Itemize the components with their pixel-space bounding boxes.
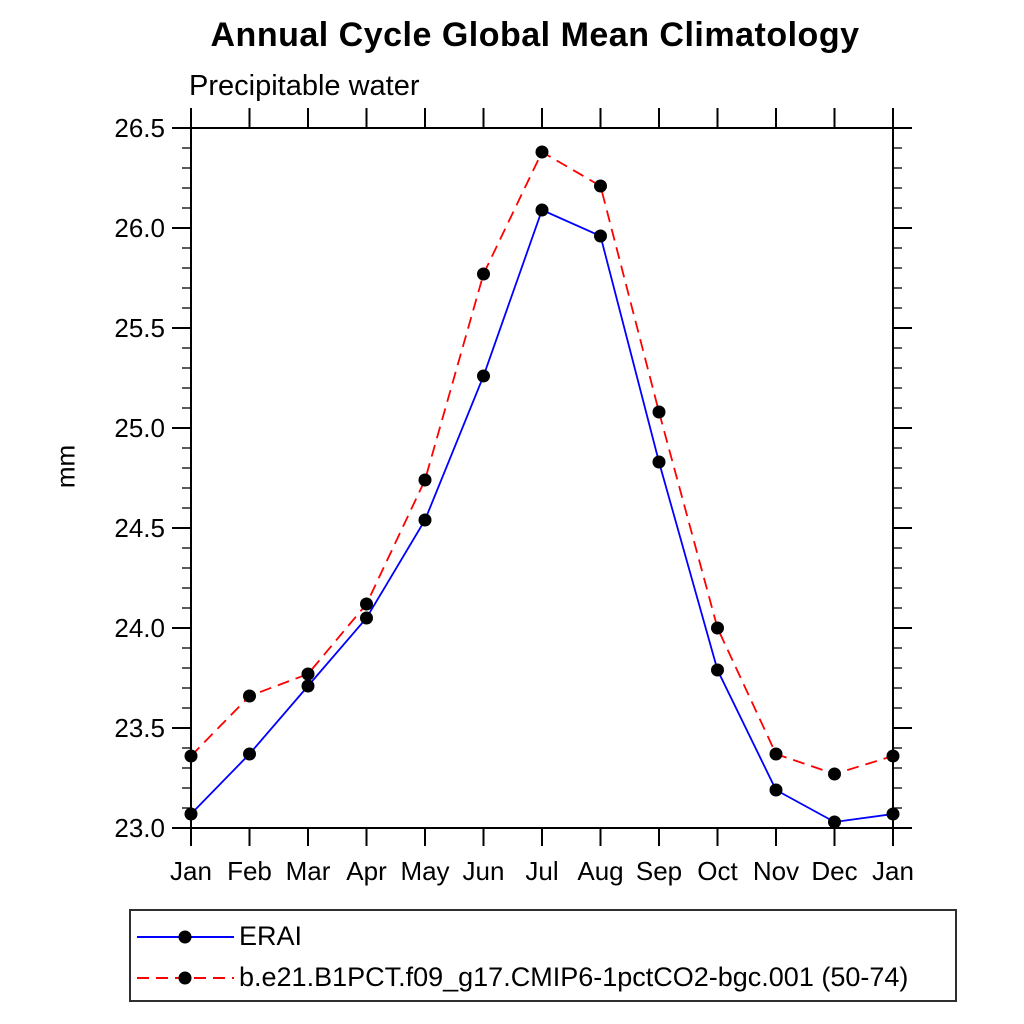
y-tick-label: 23.0 (114, 813, 165, 843)
data-point-marker (184, 807, 198, 821)
data-point-marker (477, 267, 490, 281)
chart-subtitle: Precipitable water (189, 70, 420, 102)
series-line-0 (190, 208, 894, 823)
legend-marker-dot-icon (178, 930, 192, 943)
series-line-1 (190, 150, 894, 775)
data-point-marker (594, 179, 607, 193)
data-point-marker (243, 689, 256, 703)
y-tick-label: 25.5 (114, 313, 165, 343)
x-tick-label: Mar (286, 856, 331, 886)
x-tick-label: Jul (525, 856, 558, 886)
x-tick-label: Sep (636, 856, 682, 886)
x-tick-label: Jun (463, 856, 505, 886)
x-tick-label: Oct (697, 856, 738, 886)
data-point-marker (243, 747, 256, 761)
x-tick-label: Aug (577, 856, 623, 886)
y-tick-label: 24.0 (114, 613, 165, 643)
y-tick-label: 24.5 (114, 513, 165, 543)
data-point-marker (711, 621, 724, 635)
legend-label-erai: ERAI (239, 921, 303, 951)
data-point-marker (535, 145, 549, 159)
plot-frame (190, 127, 894, 829)
data-point-marker (652, 455, 666, 469)
legend-line-sample-solid-icon (137, 930, 234, 943)
data-point-marker (828, 767, 841, 781)
chart-title: Annual Cycle Global Mean Climatology (210, 16, 860, 54)
legend-row-erai: ERAI (131, 916, 955, 957)
y-tick-label: 26.5 (114, 113, 165, 143)
data-point-marker (594, 229, 607, 243)
x-tick-label: May (400, 856, 449, 886)
data-point-marker (886, 749, 900, 763)
x-tick-label: Nov (753, 856, 799, 886)
x-tick-label: Jan (170, 856, 212, 886)
data-point-marker (301, 667, 315, 681)
data-point-marker (535, 203, 549, 217)
legend-line-sample-dashed-icon (137, 971, 234, 984)
data-point-marker (828, 815, 841, 829)
data-point-marker (652, 405, 666, 419)
data-point-marker (418, 473, 432, 487)
data-point-marker (184, 749, 198, 763)
y-tick-label: 25.0 (114, 413, 165, 443)
data-point-marker (769, 747, 783, 761)
data-point-marker (711, 663, 724, 677)
y-tick-label: 26.0 (114, 213, 165, 243)
legend-box: ERAI b.e21.B1PCT.f09_g17.CMIP6-1pctCO2-b… (129, 909, 957, 1002)
legend-marker-dot-icon (178, 971, 192, 984)
data-point-marker (360, 597, 373, 611)
data-point-marker (418, 513, 432, 527)
x-tick-label: Dec (811, 856, 857, 886)
data-point-marker (769, 783, 783, 797)
legend-label-cmip6: b.e21.B1PCT.f09_g17.CMIP6-1pctCO2-bgc.00… (239, 962, 909, 992)
data-point-marker (477, 369, 490, 383)
data-point-marker (360, 611, 373, 625)
data-point-marker (301, 679, 315, 693)
x-tick-label: Jan (872, 856, 914, 886)
data-point-marker (886, 807, 900, 821)
y-tick-label: 23.5 (114, 713, 165, 743)
x-tick-label: Feb (227, 856, 272, 886)
x-tick-label: Apr (346, 856, 387, 886)
legend-row-cmip6: b.e21.B1PCT.f09_g17.CMIP6-1pctCO2-bgc.00… (131, 957, 955, 998)
